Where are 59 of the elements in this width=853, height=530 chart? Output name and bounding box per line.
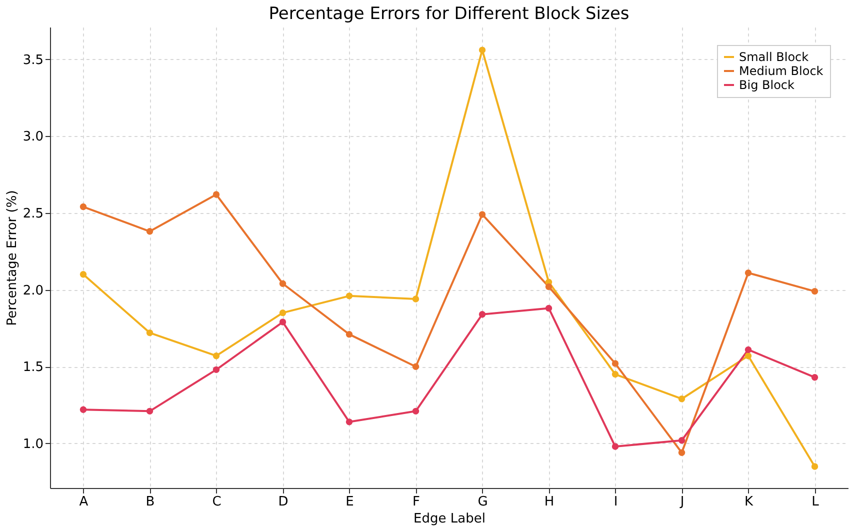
point — [279, 309, 286, 316]
x-tick-label: G — [478, 494, 488, 510]
point — [744, 352, 752, 360]
point — [811, 463, 818, 470]
point — [80, 271, 87, 278]
y-tick-label: 2.5 — [22, 206, 44, 222]
point — [478, 46, 486, 54]
x-axis-title: Edge Label — [414, 512, 486, 526]
point — [346, 418, 353, 426]
point — [545, 283, 552, 290]
x-tick-label: A — [79, 494, 88, 510]
point — [744, 270, 752, 276]
x-tick-label: E — [346, 494, 354, 510]
point — [612, 370, 619, 378]
point — [346, 292, 353, 300]
x-tick-label: J — [679, 494, 684, 510]
point — [80, 406, 87, 413]
point — [412, 408, 420, 415]
y-tick-label: 1.0 — [22, 436, 44, 452]
y-tick-label: 1.5 — [22, 360, 44, 376]
chart-title: Percentage Errors for Different Block Sizes — [268, 4, 630, 24]
y-axis-title: Percentage Error (%) — [4, 190, 20, 326]
x-tick-label: F — [412, 494, 420, 510]
x-tick-label: I — [614, 494, 618, 510]
point — [80, 203, 87, 210]
point — [279, 318, 286, 326]
x-tick-label: K — [744, 494, 754, 510]
point — [346, 330, 353, 338]
point — [212, 191, 220, 198]
x-tick-label: D — [278, 494, 288, 510]
y-tick-label: 3.0 — [22, 130, 44, 145]
point — [545, 304, 552, 312]
point — [412, 363, 420, 370]
x-tick-label: H — [544, 494, 554, 510]
legend-label: Medium Block — [739, 64, 824, 78]
point — [678, 396, 686, 402]
x-tick-label: B — [146, 494, 155, 510]
point — [744, 346, 752, 354]
point — [678, 449, 686, 456]
point — [612, 360, 619, 367]
point — [678, 437, 686, 444]
x-tick-label: C — [212, 494, 222, 510]
point — [279, 280, 286, 287]
point — [212, 352, 220, 360]
point — [412, 296, 420, 302]
legend-label: Big Block — [739, 78, 795, 92]
x-tick-label: L — [812, 494, 820, 510]
y-tick-label: 3.5 — [22, 52, 44, 68]
point — [146, 228, 154, 235]
point — [146, 408, 154, 415]
legend-label: Small Block — [739, 50, 809, 64]
point — [811, 374, 818, 381]
point — [478, 311, 486, 318]
y-tick-label: 2.0 — [22, 283, 44, 298]
point — [612, 443, 619, 450]
point — [146, 329, 154, 336]
point — [212, 366, 220, 374]
point — [811, 288, 818, 295]
point — [478, 211, 486, 218]
